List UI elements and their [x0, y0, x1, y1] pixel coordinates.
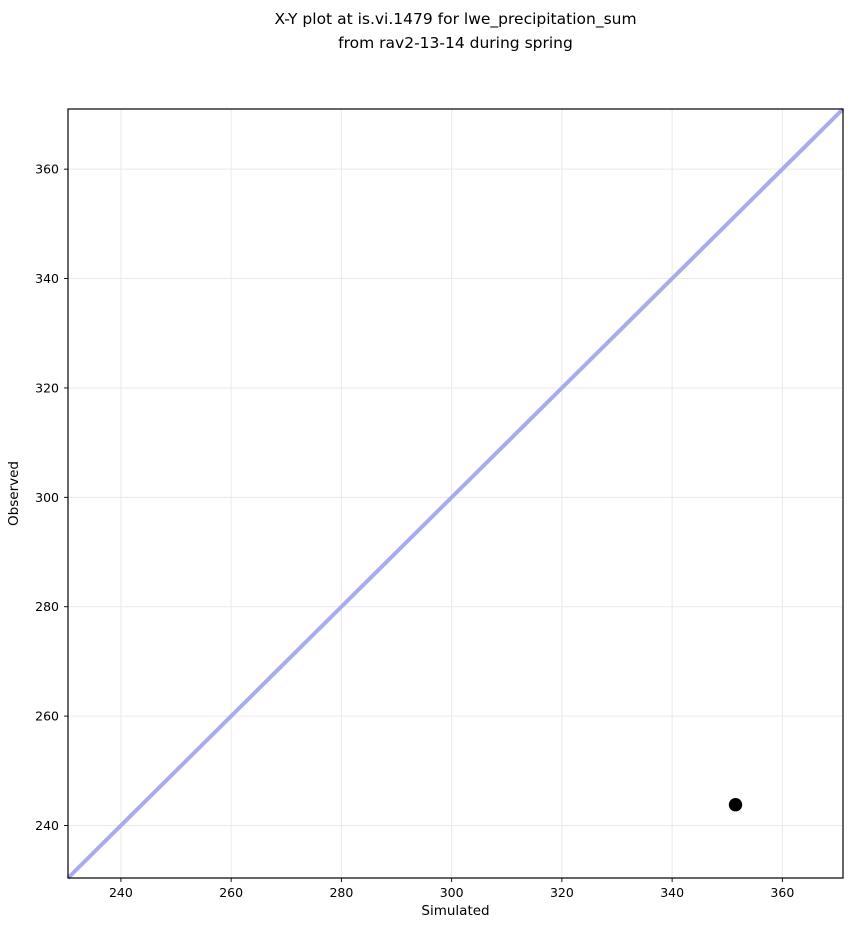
- x-tick-label: 280: [329, 885, 353, 900]
- y-axis-label-wrap: Observed: [2, 109, 26, 878]
- identity-line: [66, 107, 845, 880]
- x-tick-label: 300: [440, 885, 464, 900]
- data-point: [728, 798, 743, 812]
- chart-title: X-Y plot at is.vi.1479 for lwe_precipita…: [68, 7, 843, 55]
- x-axis-label: Simulated: [421, 903, 490, 919]
- x-tick-label: 340: [660, 885, 684, 900]
- y-tick-label: 360: [35, 162, 59, 177]
- y-tick-label: 280: [35, 599, 59, 614]
- y-tick-label: 260: [35, 709, 59, 724]
- x-tick-label: 320: [550, 885, 574, 900]
- identity-line-group: [66, 107, 845, 880]
- x-tick-label: 240: [109, 885, 133, 900]
- y-axis-label: Observed: [6, 461, 22, 526]
- y-tick-label: 240: [35, 818, 59, 833]
- x-tick-label: 360: [770, 885, 794, 900]
- data-points: [728, 798, 743, 812]
- grid-lines: [68, 109, 843, 878]
- x-tick-label: 260: [219, 885, 243, 900]
- y-tick-label: 320: [35, 380, 59, 395]
- y-tick-label: 300: [35, 490, 59, 505]
- chart-title-line2: from rav2-13-14 during spring: [338, 34, 573, 52]
- y-tick-label: 340: [35, 271, 59, 286]
- chart-title-line1: X-Y plot at is.vi.1479 for lwe_precipita…: [274, 10, 637, 28]
- axes-spines: [67, 108, 844, 879]
- axis-ticks: 240 260 280 300 320 340 360 240 260 280 300 320 340 3…: [35, 162, 794, 900]
- plot-border: [67, 108, 844, 879]
